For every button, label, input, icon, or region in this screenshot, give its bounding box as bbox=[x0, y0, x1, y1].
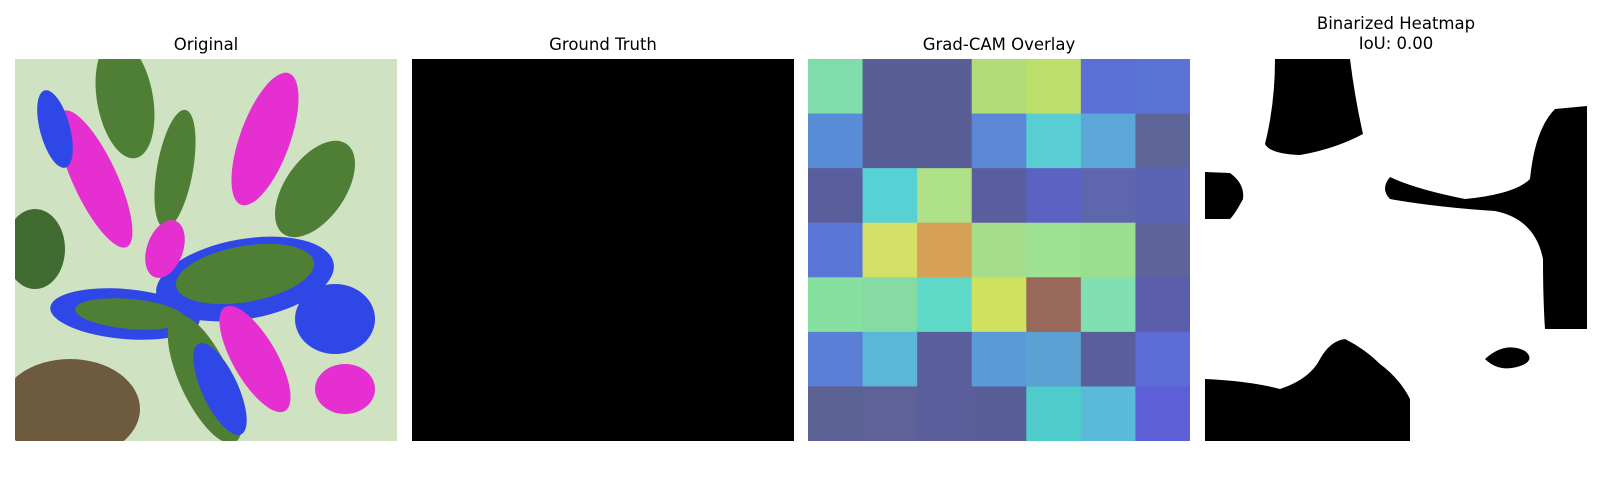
heatmap-cell bbox=[862, 277, 918, 333]
heatmap-cell bbox=[971, 222, 1027, 278]
ground-truth-mask bbox=[412, 59, 794, 441]
ground-truth-title: Ground Truth bbox=[549, 35, 657, 54]
heatmap-cell bbox=[1080, 331, 1136, 387]
heatmap-cell bbox=[808, 386, 864, 441]
heatmap-cell bbox=[1080, 168, 1136, 224]
heatmap-cell bbox=[808, 113, 864, 169]
heatmap-cell bbox=[862, 331, 918, 387]
heatmap-cell bbox=[917, 277, 973, 333]
heatmap-cell bbox=[917, 386, 973, 441]
binary-blob-small bbox=[1485, 347, 1530, 369]
heatmap-cell bbox=[1135, 59, 1190, 115]
heatmap-cell bbox=[1026, 386, 1082, 441]
heatmap-cell bbox=[1026, 59, 1082, 115]
heatmap-cell bbox=[1080, 59, 1136, 115]
heatmap-cell bbox=[862, 113, 918, 169]
binary-blob-top bbox=[1265, 59, 1363, 155]
heatmap-cell bbox=[1135, 331, 1190, 387]
heatmap-cell bbox=[862, 59, 918, 115]
binary-blob-left bbox=[1205, 172, 1244, 219]
binarized-heatmap-title: Binarized Heatmap IoU: 0.00 bbox=[1316, 14, 1476, 53]
binary-blob-bottom bbox=[1205, 339, 1410, 441]
heatmap-cell bbox=[1080, 386, 1136, 441]
gradcam-overlay-title: Grad-CAM Overlay bbox=[922, 35, 1076, 54]
heatmap-cell bbox=[862, 168, 918, 224]
heatmap-cell bbox=[1135, 113, 1190, 169]
heatmap-cell bbox=[917, 59, 973, 115]
original-image bbox=[15, 59, 397, 441]
heatmap-cell bbox=[917, 168, 973, 224]
binarized-heatmap bbox=[1205, 59, 1587, 441]
heatmap-cell bbox=[1080, 113, 1136, 169]
heatmap-cell bbox=[808, 222, 864, 278]
heatmap-cell bbox=[1135, 168, 1190, 224]
heatmap-cell bbox=[971, 59, 1027, 115]
heatmap-cell bbox=[808, 59, 864, 115]
heatmap-cell bbox=[862, 222, 918, 278]
heatmap-cell bbox=[917, 222, 973, 278]
heatmap-cell bbox=[808, 168, 864, 224]
heatmap-cell bbox=[971, 386, 1027, 441]
heatmap-cell bbox=[1135, 222, 1190, 278]
heatmap-cell bbox=[1026, 331, 1082, 387]
heatmap-cell bbox=[1080, 222, 1136, 278]
heatmap-cell bbox=[917, 113, 973, 169]
heatmap-cell bbox=[808, 277, 864, 333]
heatmap-cell bbox=[1135, 277, 1190, 333]
heatmap-cell bbox=[1135, 386, 1190, 441]
heatmap-cell bbox=[1026, 113, 1082, 169]
heatmap-cell bbox=[971, 168, 1027, 224]
heatmap-cell bbox=[971, 331, 1027, 387]
heatmap-cell bbox=[971, 113, 1027, 169]
heatmap-cell bbox=[808, 331, 864, 387]
heatmap-cell bbox=[1080, 277, 1136, 333]
heatmap-cell bbox=[917, 331, 973, 387]
original-title: Original bbox=[173, 35, 239, 54]
gradcam-overlay-heatmap bbox=[808, 59, 1190, 441]
heatmap-cell bbox=[1026, 168, 1082, 224]
heatmap-cell bbox=[1026, 277, 1082, 333]
heatmap-cell bbox=[1026, 222, 1082, 278]
binary-blob-right bbox=[1385, 106, 1587, 329]
heatmap-cell bbox=[862, 386, 918, 441]
heatmap-cell bbox=[971, 277, 1027, 333]
